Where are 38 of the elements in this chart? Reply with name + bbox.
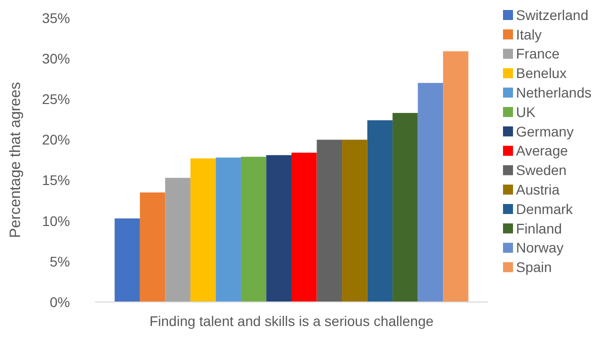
bar [316, 140, 342, 302]
legend-label: Average [516, 142, 568, 159]
bar [392, 112, 418, 302]
y-tick-label: 5% [50, 253, 70, 270]
legend-label: Norway [516, 240, 564, 256]
bar [216, 158, 241, 302]
legend-label: Germany [516, 123, 574, 140]
bar [367, 120, 393, 302]
y-tick-label: 10% [42, 212, 70, 229]
y-tick-label: 15% [42, 172, 70, 188]
bar [342, 140, 368, 302]
legend-label: Switzerland [516, 6, 588, 23]
x-tick-label: Finding talent and skills is a serious challenge [149, 313, 434, 329]
legend-label: Benelux [516, 65, 567, 82]
legend-label: Sweden [516, 162, 567, 178]
bar [266, 155, 292, 302]
bar [292, 152, 317, 302]
legend-label: France [516, 46, 560, 62]
y-tick-label: 30% [42, 50, 70, 66]
y-axis-title: Percentage that agrees [7, 82, 24, 238]
legend-label: Spain [516, 259, 552, 276]
bar [240, 156, 266, 302]
legend-label: Denmark [516, 200, 574, 217]
legend-label: UK [516, 104, 536, 120]
legend-label: Netherlands [516, 84, 592, 100]
y-tick-label: 0% [50, 294, 70, 310]
bar [140, 192, 166, 302]
bar [418, 82, 444, 302]
bar [114, 218, 140, 302]
legend-label: Italy [516, 26, 542, 42]
legend-label: Finland [516, 220, 562, 236]
bar [165, 178, 190, 302]
legend-label: Austria [516, 182, 560, 198]
y-tick-label: 35% [42, 10, 70, 26]
bar [190, 158, 216, 302]
bar [443, 51, 468, 302]
y-tick-label: 25% [42, 91, 70, 108]
y-tick-label: 20% [42, 132, 70, 148]
